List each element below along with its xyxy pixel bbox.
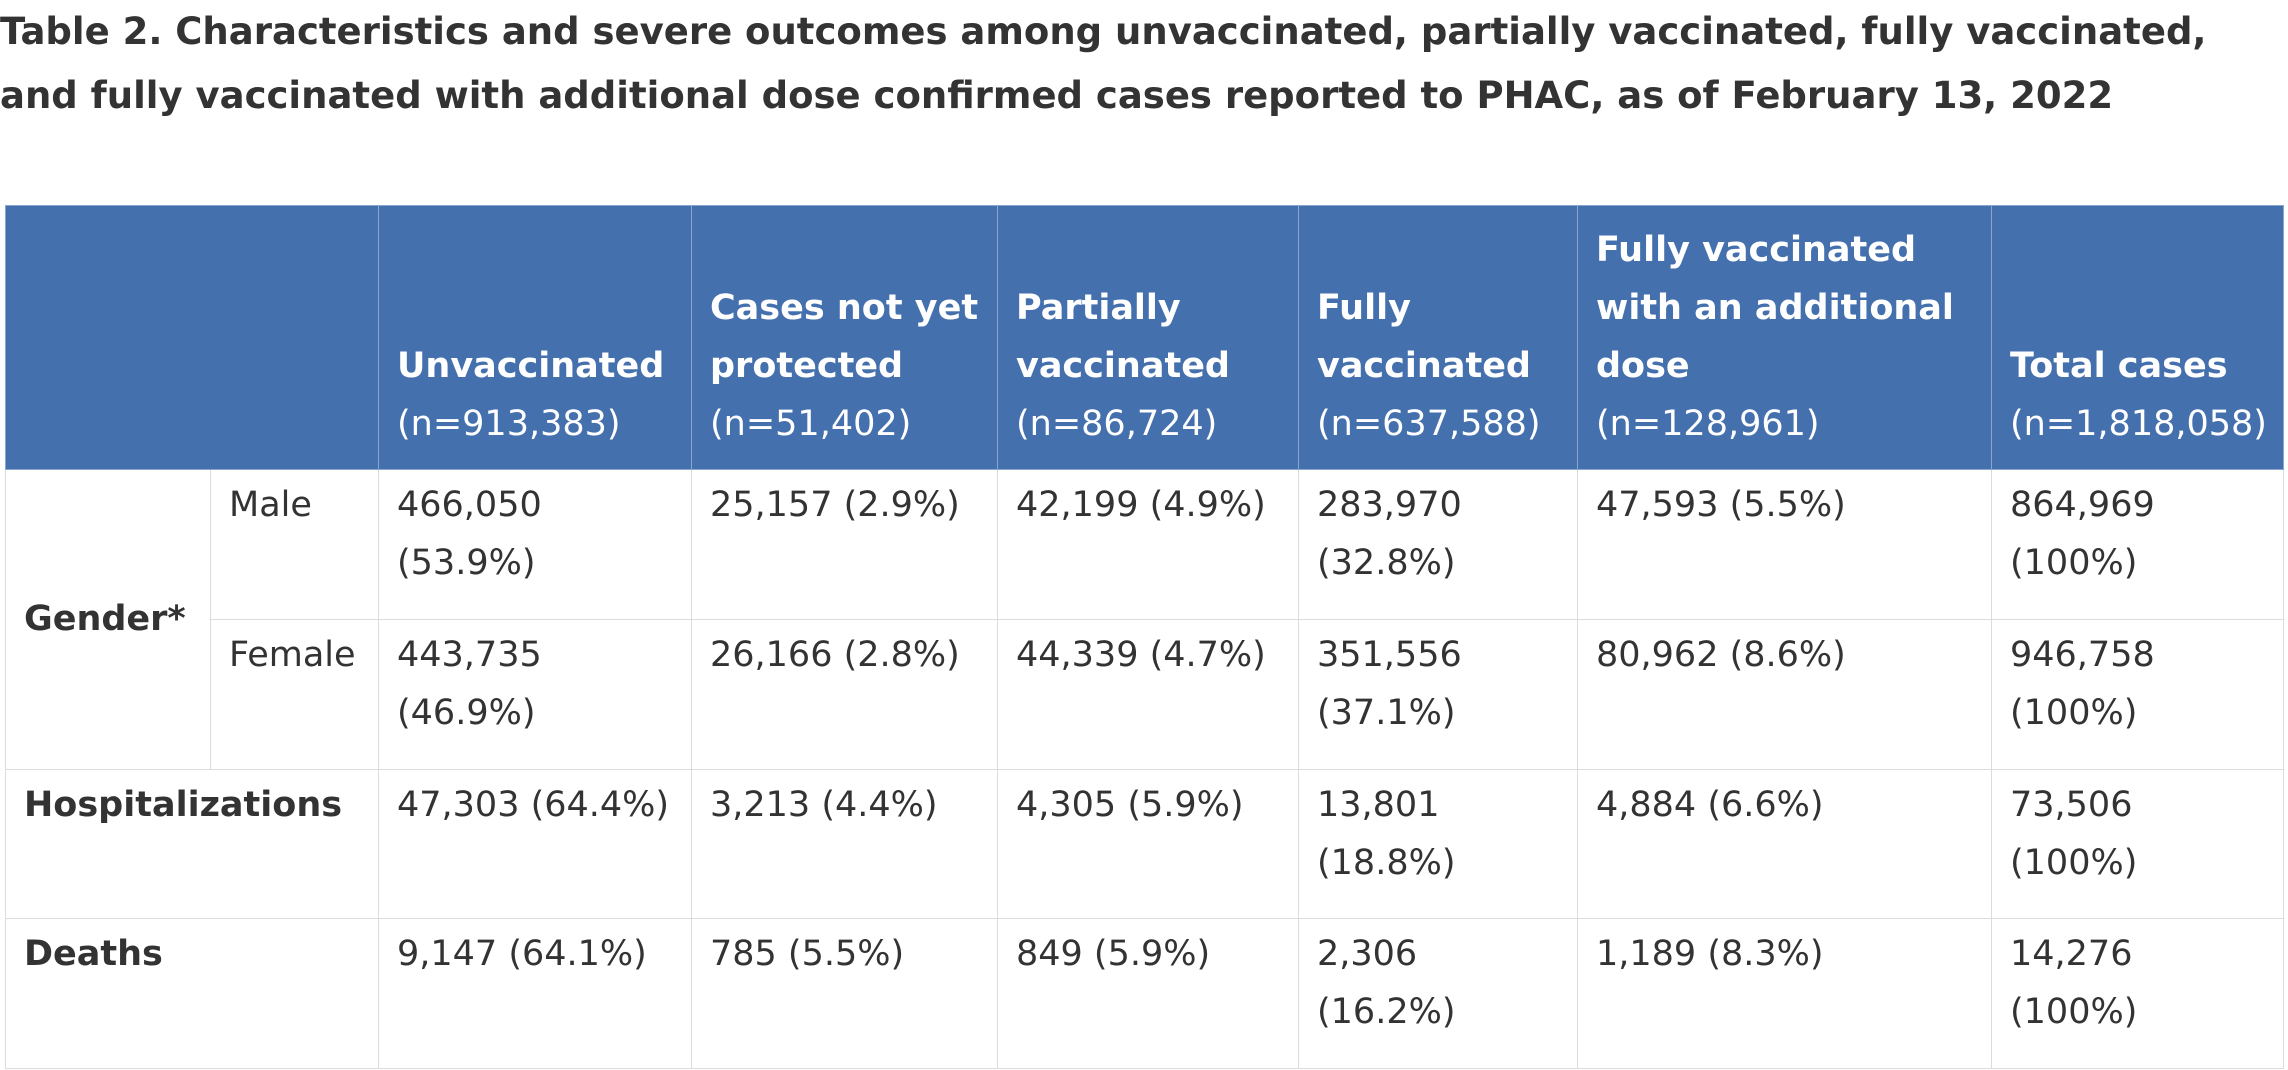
table-cell: 73,506 (100%) bbox=[1991, 768, 2284, 920]
table-cell: 4,305 (5.9%) bbox=[997, 768, 1299, 920]
header-additional-dose: Fully vaccinated with an additional dose… bbox=[1577, 205, 1992, 470]
row-label-male: Male bbox=[210, 469, 379, 620]
table-row-male: Gender* Male 466,050 (53.9%) 25,157 (2.9… bbox=[5, 469, 2284, 770]
header-unvaccinated: Unvaccinated (n=913,383) bbox=[378, 205, 692, 470]
table-cell: 42,199 (4.9%) bbox=[997, 469, 1299, 620]
table-cell: 864,969 (100%) bbox=[1991, 469, 2284, 620]
header-count: (n=128,961) bbox=[1596, 404, 1820, 444]
header-label: Total cases bbox=[2010, 346, 2228, 386]
table-cell: 785 (5.5%) bbox=[691, 918, 998, 1069]
table-cell: 25,157 (2.9%) bbox=[691, 469, 998, 620]
table-cell: 26,166 (2.8%) bbox=[691, 618, 998, 770]
header-label: Fully vaccinated bbox=[1317, 288, 1531, 386]
table-cell: 47,303 (64.4%) bbox=[378, 768, 692, 920]
header-partially-vaccinated: Partially vaccinated (n=86,724) bbox=[997, 205, 1299, 470]
table-row-deaths: Deaths 9,147 (64.1%) 785 (5.5%) 849 (5.9… bbox=[5, 918, 2284, 1069]
table-cell: 14,276 (100%) bbox=[1991, 918, 2284, 1069]
table-cell: 44,339 (4.7%) bbox=[997, 618, 1299, 770]
header-total-cases: Total cases (n=1,818,058) bbox=[1991, 205, 2284, 470]
table-cell: 13,801 (18.8%) bbox=[1298, 768, 1578, 920]
row-header-deaths: Deaths bbox=[5, 918, 379, 1069]
header-label: Unvaccinated bbox=[397, 346, 665, 386]
table-cell: 3,213 (4.4%) bbox=[691, 768, 998, 920]
header-count: (n=913,383) bbox=[397, 404, 621, 444]
table-cell: 849 (5.9%) bbox=[997, 918, 1299, 1069]
row-header-hospitalizations: Hospitalizations bbox=[5, 768, 379, 920]
table-row-hospitalizations: Hospitalizations 47,303 (64.4%) 3,213 (4… bbox=[5, 768, 2284, 920]
header-count: (n=1,818,058) bbox=[2010, 404, 2267, 444]
table-cell: 4,884 (6.6%) bbox=[1577, 768, 1992, 920]
results-table: Unvaccinated (n=913,383) Cases not yet p… bbox=[5, 205, 2284, 1069]
row-label-female: Female bbox=[210, 618, 379, 770]
table-cell: 80,962 (8.6%) bbox=[1577, 618, 1992, 770]
table-cell: 466,050 (53.9%) bbox=[378, 469, 692, 620]
table-cell: 283,970 (32.8%) bbox=[1298, 469, 1578, 620]
header-empty-cell bbox=[5, 205, 379, 470]
header-label: Cases not yet protected bbox=[710, 288, 979, 386]
header-label: Fully vaccinated with an additional dose bbox=[1596, 230, 1954, 386]
table-cell: 1,189 (8.3%) bbox=[1577, 918, 1992, 1069]
header-row: Unvaccinated (n=913,383) Cases not yet p… bbox=[5, 205, 2284, 470]
table-cell: 47,593 (5.5%) bbox=[1577, 469, 1992, 620]
table-cell: 9,147 (64.1%) bbox=[378, 918, 692, 1069]
table-cell: 2,306 (16.2%) bbox=[1298, 918, 1578, 1069]
header-label: Partially vaccinated bbox=[1016, 288, 1230, 386]
header-count: (n=51,402) bbox=[710, 404, 912, 444]
header-fully-vaccinated: Fully vaccinated (n=637,588) bbox=[1298, 205, 1578, 470]
table-caption: Table 2. Characteristics and severe outc… bbox=[0, 10, 2207, 117]
header-count: (n=637,588) bbox=[1317, 404, 1541, 444]
table-cell: 946,758 (100%) bbox=[1991, 618, 2284, 770]
header-count: (n=86,724) bbox=[1016, 404, 1218, 444]
table-row-female: Female 443,735 (46.9%) 26,166 (2.8%) 44,… bbox=[6, 618, 2284, 770]
header-not-yet-protected: Cases not yet protected (n=51,402) bbox=[691, 205, 998, 470]
table-cell: 443,735 (46.9%) bbox=[378, 618, 692, 770]
gender-row-header: Gender* bbox=[5, 469, 211, 770]
table-cell: 351,556 (37.1%) bbox=[1298, 618, 1578, 770]
